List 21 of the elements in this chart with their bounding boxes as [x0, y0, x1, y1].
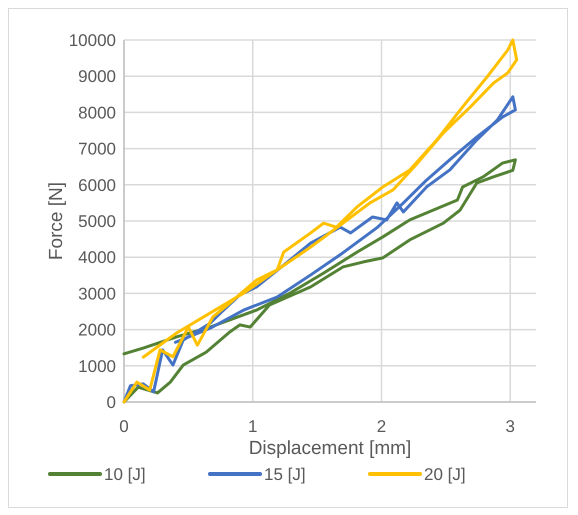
- y-tick-label: 9000: [78, 67, 116, 86]
- x-tick-label: 0: [119, 417, 129, 436]
- y-tick-label: 0: [106, 392, 116, 412]
- y-tick-label: 1000: [78, 356, 116, 376]
- line-series: [122, 158, 517, 404]
- y-tick-label: 3000: [78, 284, 116, 304]
- x-tick-label: 1: [248, 417, 258, 436]
- y-tick-label: 2000: [78, 320, 116, 340]
- y-tick-label: 4000: [78, 248, 116, 268]
- y-tick-label: 5000: [78, 212, 116, 231]
- y-tick-label: 7000: [78, 140, 116, 159]
- y-tick-label: 6000: [78, 176, 116, 195]
- legend-label: 20 [J]: [424, 464, 466, 484]
- x-tick-label: 3: [506, 417, 515, 436]
- x-axis-title: Displacement [mm]: [248, 438, 412, 459]
- legend-label: 10 [J]: [104, 464, 146, 484]
- x-tick-label: 2: [376, 417, 386, 436]
- y-tick-label: 10000: [68, 30, 116, 50]
- y-tick-label: 8000: [78, 103, 116, 122]
- legend-label: 15 [J]: [264, 464, 306, 484]
- y-axis-title: Force [N]: [46, 182, 67, 260]
